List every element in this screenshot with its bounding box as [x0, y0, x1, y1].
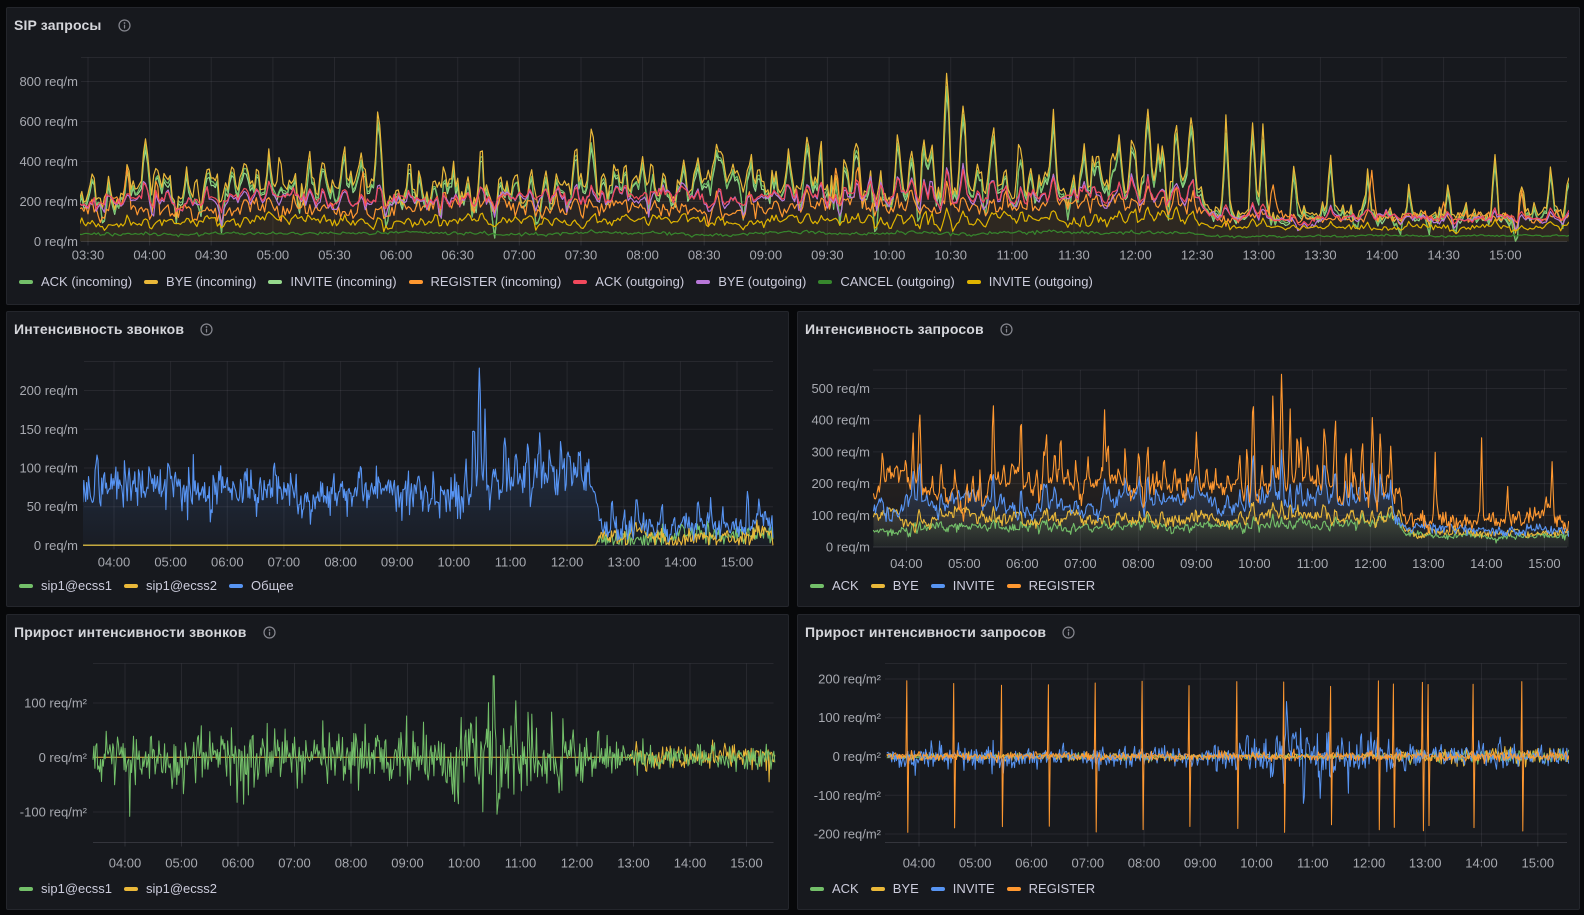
svg-text:0 req/m: 0 req/m: [34, 538, 78, 553]
svg-text:06:00: 06:00: [1015, 856, 1048, 871]
svg-text:08:00: 08:00: [1122, 556, 1155, 571]
svg-text:200 req/m²: 200 req/m²: [818, 672, 882, 687]
svg-text:07:00: 07:00: [278, 856, 311, 871]
svg-text:0 req/m²: 0 req/m²: [833, 749, 882, 764]
svg-text:05:30: 05:30: [318, 248, 351, 263]
svg-text:12:00: 12:00: [1353, 856, 1386, 871]
svg-text:06:00: 06:00: [222, 856, 255, 871]
svg-text:05:00: 05:00: [257, 248, 290, 263]
svg-text:12:30: 12:30: [1181, 248, 1214, 263]
svg-text:08:00: 08:00: [1128, 856, 1161, 871]
svg-text:08:00: 08:00: [324, 555, 357, 570]
svg-text:05:00: 05:00: [165, 856, 198, 871]
svg-text:11:00: 11:00: [1297, 556, 1329, 571]
svg-text:06:00: 06:00: [1006, 556, 1039, 571]
svg-text:11:00: 11:00: [505, 856, 537, 871]
svg-text:11:00: 11:00: [997, 248, 1029, 263]
svg-text:15:00: 15:00: [730, 856, 763, 871]
svg-text:04:00: 04:00: [133, 248, 166, 263]
svg-text:13:30: 13:30: [1304, 248, 1337, 263]
svg-text:14:00: 14:00: [1470, 556, 1503, 571]
svg-text:11:00: 11:00: [495, 555, 527, 570]
svg-text:14:00: 14:00: [1366, 248, 1399, 263]
svg-text:07:00: 07:00: [1064, 556, 1097, 571]
svg-text:09:00: 09:00: [1180, 556, 1213, 571]
svg-text:08:00: 08:00: [335, 856, 368, 871]
svg-text:0 req/m: 0 req/m: [34, 234, 78, 249]
svg-text:800 req/m: 800 req/m: [19, 74, 78, 89]
svg-text:10:00: 10:00: [438, 555, 471, 570]
svg-text:14:00: 14:00: [1465, 856, 1498, 871]
svg-text:08:00: 08:00: [626, 248, 659, 263]
svg-text:300 req/m: 300 req/m: [811, 444, 870, 459]
svg-text:05:00: 05:00: [948, 556, 981, 571]
svg-text:06:00: 06:00: [211, 555, 244, 570]
svg-text:07:00: 07:00: [268, 555, 301, 570]
svg-text:04:00: 04:00: [890, 556, 923, 571]
svg-text:-200 req/m²: -200 req/m²: [814, 827, 882, 842]
svg-text:500 req/m: 500 req/m: [811, 381, 870, 396]
svg-text:07:30: 07:30: [565, 248, 598, 263]
svg-text:100 req/m²: 100 req/m²: [818, 710, 882, 725]
svg-text:05:00: 05:00: [154, 555, 187, 570]
svg-text:10:30: 10:30: [934, 248, 967, 263]
svg-text:12:00: 12:00: [1119, 248, 1152, 263]
svg-text:04:30: 04:30: [195, 248, 228, 263]
svg-text:13:00: 13:00: [1412, 556, 1445, 571]
svg-text:10:00: 10:00: [448, 856, 481, 871]
svg-text:-100 req/m²: -100 req/m²: [814, 788, 882, 803]
svg-text:150 req/m: 150 req/m: [19, 422, 78, 437]
svg-text:14:00: 14:00: [664, 555, 697, 570]
svg-text:09:00: 09:00: [750, 248, 783, 263]
svg-text:100 req/m²: 100 req/m²: [24, 696, 88, 711]
svg-text:200 req/m: 200 req/m: [811, 476, 870, 491]
svg-text:06:30: 06:30: [441, 248, 474, 263]
svg-text:07:00: 07:00: [503, 248, 536, 263]
svg-text:15:00: 15:00: [721, 555, 754, 570]
svg-text:13:00: 13:00: [1409, 856, 1442, 871]
svg-text:07:00: 07:00: [1072, 856, 1105, 871]
svg-text:50 req/m: 50 req/m: [27, 499, 78, 514]
svg-text:13:00: 13:00: [608, 555, 641, 570]
svg-text:10:00: 10:00: [873, 248, 906, 263]
svg-text:600 req/m: 600 req/m: [19, 114, 78, 129]
svg-text:200 req/m: 200 req/m: [19, 194, 78, 209]
svg-text:10:00: 10:00: [1240, 856, 1273, 871]
svg-text:04:00: 04:00: [109, 856, 142, 871]
svg-text:04:00: 04:00: [98, 555, 131, 570]
svg-text:11:00: 11:00: [1297, 856, 1329, 871]
svg-text:200 req/m: 200 req/m: [19, 383, 78, 398]
svg-text:0 req/m: 0 req/m: [826, 540, 870, 555]
svg-text:06:00: 06:00: [380, 248, 413, 263]
svg-text:09:00: 09:00: [391, 856, 424, 871]
svg-text:13:00: 13:00: [617, 856, 650, 871]
svg-text:12:00: 12:00: [1354, 556, 1387, 571]
svg-text:0 req/m²: 0 req/m²: [39, 750, 88, 765]
svg-text:100 req/m: 100 req/m: [19, 461, 78, 476]
svg-text:05:00: 05:00: [959, 856, 992, 871]
svg-text:-100 req/m²: -100 req/m²: [20, 805, 88, 820]
svg-text:400 req/m: 400 req/m: [811, 413, 870, 428]
svg-text:09:30: 09:30: [811, 248, 844, 263]
svg-text:15:00: 15:00: [1528, 556, 1561, 571]
svg-text:12:00: 12:00: [561, 856, 594, 871]
svg-text:15:00: 15:00: [1489, 248, 1522, 263]
svg-text:14:00: 14:00: [674, 856, 707, 871]
svg-text:400 req/m: 400 req/m: [19, 154, 78, 169]
svg-text:09:00: 09:00: [381, 555, 414, 570]
svg-text:10:00: 10:00: [1238, 556, 1271, 571]
svg-text:09:00: 09:00: [1184, 856, 1217, 871]
svg-text:14:30: 14:30: [1427, 248, 1460, 263]
svg-text:100 req/m: 100 req/m: [811, 508, 870, 523]
svg-text:03:30: 03:30: [72, 248, 105, 263]
svg-text:11:30: 11:30: [1058, 248, 1090, 263]
svg-text:04:00: 04:00: [903, 856, 936, 871]
svg-text:15:00: 15:00: [1522, 856, 1555, 871]
svg-text:12:00: 12:00: [551, 555, 584, 570]
svg-text:13:00: 13:00: [1243, 248, 1276, 263]
svg-text:08:30: 08:30: [688, 248, 721, 263]
